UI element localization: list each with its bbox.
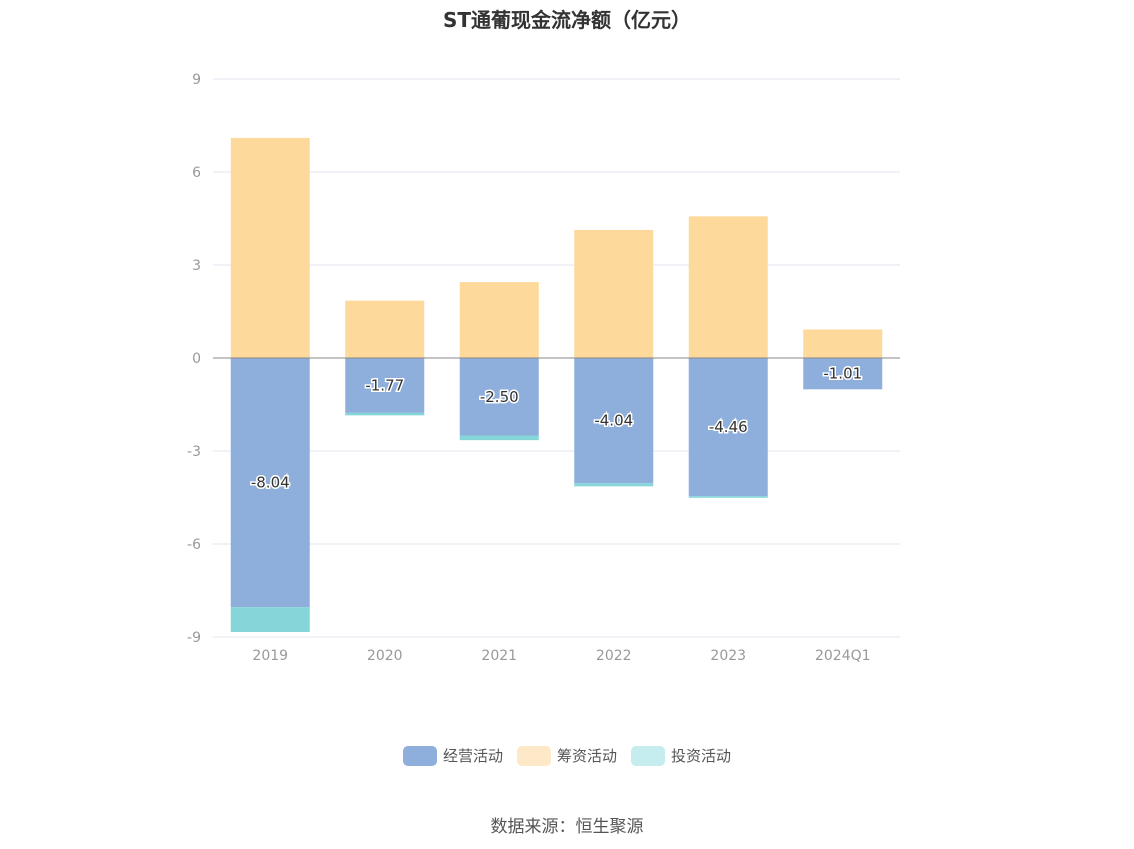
data-label: -1.01 xyxy=(823,365,862,383)
bar-operating xyxy=(345,358,425,413)
legend-swatch xyxy=(402,745,437,766)
y-tick-label: -3 xyxy=(187,444,201,460)
data-label: -2.50 xyxy=(480,388,519,406)
data-label: -4.04 xyxy=(594,412,633,430)
legend-item-operating[interactable]: 经营活动 xyxy=(402,745,503,766)
y-tick-label: -9 xyxy=(187,630,201,646)
bar-operating xyxy=(574,358,654,484)
legend-swatch xyxy=(516,745,551,766)
bar-financing xyxy=(574,229,654,358)
bar-financing xyxy=(803,329,883,358)
bar-financing xyxy=(688,216,768,358)
bar-investing xyxy=(230,607,310,633)
y-tick-label: 0 xyxy=(192,351,201,367)
legend-label: 投资活动 xyxy=(671,747,732,765)
bar-investing xyxy=(688,496,768,498)
bar-operating xyxy=(803,358,883,390)
y-tick-label: 6 xyxy=(192,165,201,181)
legend: 经营活动 筹资活动 投资活动 xyxy=(0,745,1134,766)
legend-label: 经营活动 xyxy=(442,747,503,765)
bar-financing xyxy=(459,282,539,358)
bar-investing xyxy=(459,435,539,441)
bar-operating xyxy=(230,358,310,608)
chart-title: ST通葡现金流净额（亿元） xyxy=(442,8,692,32)
bar-financing xyxy=(345,300,425,358)
legend-item-investing[interactable]: 投资活动 xyxy=(631,745,731,766)
data-label: -8.04 xyxy=(251,474,290,492)
zero-line-layer xyxy=(213,357,900,638)
legend-item-financing[interactable]: 筹资活动 xyxy=(516,745,617,766)
data-label: -1.77 xyxy=(365,376,404,394)
y-tick-label: -6 xyxy=(187,537,201,553)
data-labels-layer: -8.04 -1.77 -2.50 -4.04 -4.46 -1.01 xyxy=(249,363,863,493)
x-tick-label: 2024Q1 xyxy=(815,648,871,664)
x-tick-label: 2021 xyxy=(481,648,517,664)
x-tick-label: 2020 xyxy=(367,648,403,664)
y-tick-label: 3 xyxy=(192,258,201,274)
source-note: 数据来源：恒生聚源 xyxy=(490,817,644,837)
x-tick-label: 2019 xyxy=(252,648,288,664)
bar-operating xyxy=(688,358,768,497)
bar-investing xyxy=(345,412,425,416)
bar-operating xyxy=(459,358,539,436)
legend-swatch xyxy=(631,745,665,766)
legend-label: 筹资活动 xyxy=(556,747,617,765)
bar-financing xyxy=(230,137,310,358)
data-label: -4.46 xyxy=(709,418,748,436)
bar-investing xyxy=(574,483,654,487)
x-tick-label: 2022 xyxy=(596,648,632,664)
axis-layer: 9 6 3 0 -3 -6 -9 2019 2020 2021 2022 2023 2024Q1 xyxy=(187,72,871,664)
y-tick-label: 9 xyxy=(192,72,201,88)
bars-layer xyxy=(230,137,883,633)
x-tick-label: 2023 xyxy=(710,648,746,664)
